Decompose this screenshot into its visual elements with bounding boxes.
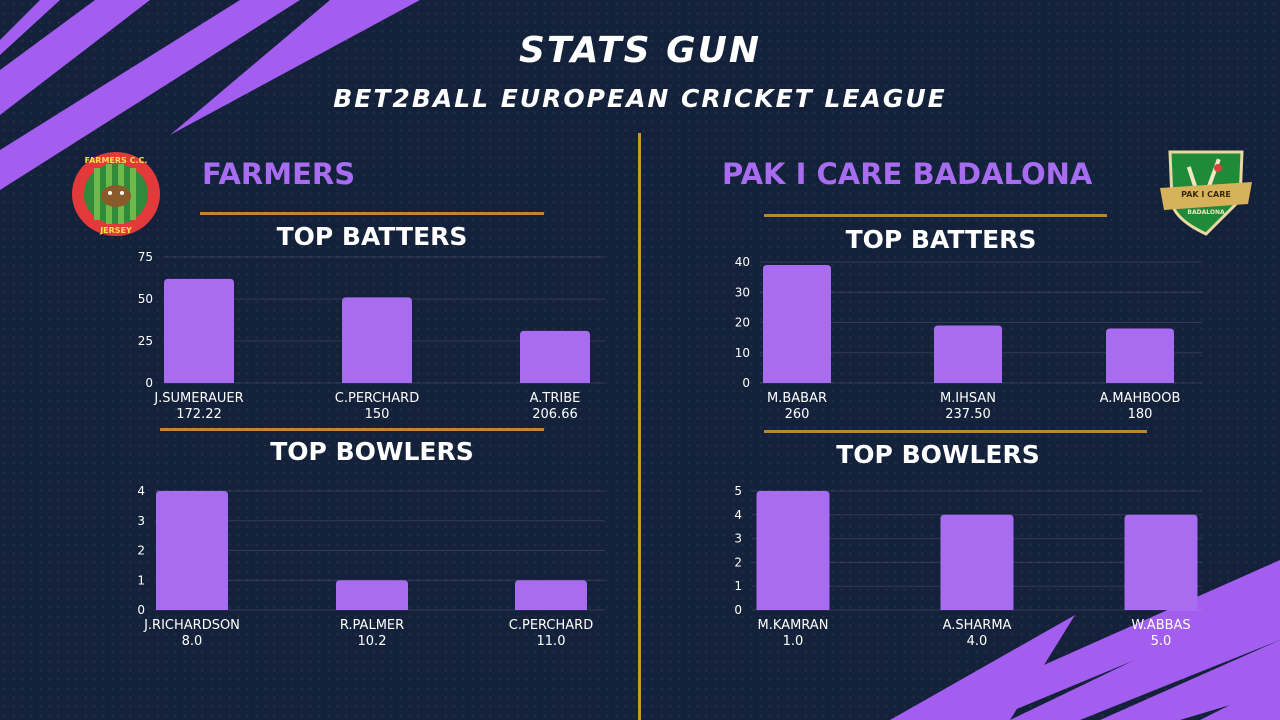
- x-category-label: A.MAHBOOB: [1100, 391, 1181, 406]
- farmers-logo-text-top: FARMERS C.C.: [85, 156, 148, 165]
- gold-underline: [764, 430, 1147, 433]
- x-sublabel: 4.0: [967, 634, 988, 649]
- section-title-top-batters: TOP BATTERS: [276, 222, 468, 251]
- gold-underline: [764, 214, 1107, 217]
- y-tick-label: 50: [138, 292, 153, 306]
- y-tick-label: 25: [138, 334, 153, 348]
- y-tick-label: 40: [735, 255, 750, 269]
- bar-a-mahboob: [1106, 328, 1174, 383]
- gold-underline: [160, 428, 544, 431]
- pak-logo-text-top: PAK I CARE: [1181, 190, 1231, 199]
- section-title-top-batters: TOP BATTERS: [845, 225, 1037, 254]
- y-tick-label: 3: [137, 514, 145, 528]
- y-tick-label: 3: [734, 532, 742, 546]
- x-category-label: J.SUMERAUER: [153, 391, 243, 406]
- x-sublabel: 150: [365, 407, 390, 422]
- y-tick-label: 2: [734, 555, 742, 569]
- x-category-label: M.KAMRAN: [758, 618, 829, 633]
- y-tick-label: 1: [137, 573, 145, 587]
- x-category-label: R.PALMER: [340, 618, 404, 633]
- x-category-label: J.RICHARDSON: [143, 618, 240, 633]
- y-tick-label: 4: [734, 508, 742, 522]
- team-name-farmers: FARMERS: [202, 157, 356, 191]
- bar-j-richardson: [156, 491, 228, 610]
- section-title-top-bowlers: TOP BOWLERS: [270, 437, 474, 466]
- y-tick-label: 10: [735, 346, 750, 360]
- bar-m-ihsan: [934, 325, 1002, 383]
- x-sublabel: 8.0: [182, 634, 203, 649]
- x-category-label: C.PERCHARD: [335, 391, 419, 406]
- x-sublabel: 237.50: [945, 407, 991, 422]
- farmers-logo-icon: FARMERS C.C. JERSEY: [72, 152, 160, 236]
- x-sublabel: 5.0: [1151, 634, 1172, 649]
- x-category-label: M.BABAR: [767, 391, 827, 406]
- x-category-label: A.SHARMA: [943, 618, 1012, 633]
- farmers-logo-text-bottom: JERSEY: [99, 226, 132, 235]
- bar-a-sharma: [940, 514, 1014, 610]
- y-tick-label: 0: [742, 376, 750, 390]
- x-sublabel: 172.22: [176, 407, 222, 422]
- center-divider: [638, 133, 641, 720]
- y-tick-label: 0: [137, 603, 145, 617]
- bar-m-babar: [763, 265, 831, 383]
- section-title-top-bowlers: TOP BOWLERS: [836, 440, 1040, 469]
- x-category-label: C.PERCHARD: [509, 618, 593, 633]
- y-tick-label: 20: [735, 316, 750, 330]
- team-name-pak-i-care-badalona: PAK I CARE BADALONA: [722, 157, 1093, 191]
- y-tick-label: 30: [735, 285, 750, 299]
- bar-m-kamran: [756, 491, 830, 610]
- pak-logo-text-bottom: BADALONA: [1187, 209, 1225, 216]
- x-sublabel: 180: [1128, 407, 1153, 422]
- x-category-label: W.ABBAS: [1131, 618, 1190, 633]
- x-category-label: A.TRIBE: [530, 391, 581, 406]
- y-tick-label: 2: [137, 544, 145, 558]
- page-subtitle: BET2BALL EUROPEAN CRICKET LEAGUE: [333, 84, 947, 113]
- y-tick-label: 4: [137, 484, 145, 498]
- bar-r-palmer: [336, 580, 408, 610]
- page-title: STATS GUN: [518, 30, 762, 71]
- bar-c-perchard: [342, 297, 412, 383]
- x-sublabel: 260: [785, 407, 810, 422]
- y-tick-label: 5: [734, 484, 742, 498]
- x-sublabel: 1.0: [783, 634, 804, 649]
- bar-w-abbas: [1124, 514, 1198, 610]
- bar-c-perchard: [515, 580, 587, 610]
- x-category-label: M.IHSAN: [940, 391, 996, 406]
- bar-a-tribe: [520, 330, 590, 383]
- bar-j-sumerauer: [164, 278, 234, 383]
- y-tick-label: 1: [734, 579, 742, 593]
- y-tick-label: 0: [145, 376, 153, 390]
- x-sublabel: 10.2: [358, 634, 387, 649]
- x-sublabel: 11.0: [537, 634, 566, 649]
- x-sublabel: 206.66: [532, 407, 578, 422]
- pak-i-care-logo-icon: PAK I CARE BADALONA: [1160, 150, 1252, 236]
- y-tick-label: 75: [138, 250, 153, 264]
- gold-underline: [200, 212, 544, 215]
- y-tick-label: 0: [734, 603, 742, 617]
